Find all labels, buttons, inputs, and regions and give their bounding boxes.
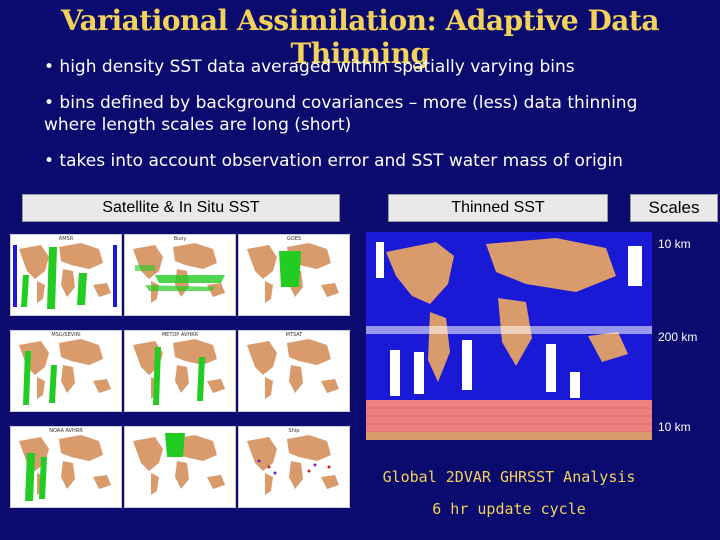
satellite-insitu-label: Satellite & In Situ SST (22, 194, 340, 222)
thinned-sst-label: Thinned SST (388, 194, 608, 222)
thumbnail-map-6: MTSAT (238, 330, 350, 412)
thumbnail-map-3: GOES (238, 234, 350, 316)
scale-label-top: 10 km (658, 237, 691, 251)
global-thinned-sst-map (366, 232, 652, 440)
thumbnail-map-2: Buoy (124, 234, 236, 316)
world-map-thumbnail-6 (239, 331, 349, 411)
bullet-3: • takes into account observation error a… (44, 151, 623, 171)
update-cycle-caption: 6 hr update cycle (432, 500, 586, 518)
thinned-sst-map (366, 232, 652, 440)
world-map-thumbnail-3 (239, 235, 349, 315)
thumbnail-map-5: METOP AVHRR (124, 330, 236, 412)
slide-title: Variational Assimilation: Adaptive Data … (60, 4, 660, 70)
world-map-thumbnail-9 (239, 427, 349, 507)
scale-label-bottom: 10 km (658, 420, 691, 434)
thumbnail-map-8 (124, 426, 236, 508)
thumbnail-map-1: AMSR (10, 234, 122, 316)
world-map-thumbnail-4 (11, 331, 121, 411)
world-map-thumbnail-8 (125, 427, 235, 507)
world-map-thumbnail-2 (125, 235, 235, 315)
scales-label: Scales (630, 194, 718, 222)
world-map-thumbnail-5 (125, 331, 235, 411)
bullet-1: • high density SST data averaged within … (44, 57, 575, 77)
scale-label-middle: 200 km (658, 330, 698, 344)
world-map-thumbnail-1 (11, 235, 121, 315)
bullet-2: • bins defined by background covariances… (44, 93, 638, 135)
thumbnail-map-4: MSG/SEVIRI (10, 330, 122, 412)
analysis-caption: Global 2DVAR GHRSST Analysis (382, 468, 636, 486)
world-map-thumbnail-7 (11, 427, 121, 507)
thumbnail-map-7: NOAA AVHRR (10, 426, 122, 508)
thumbnail-map-9: Ship (238, 426, 350, 508)
